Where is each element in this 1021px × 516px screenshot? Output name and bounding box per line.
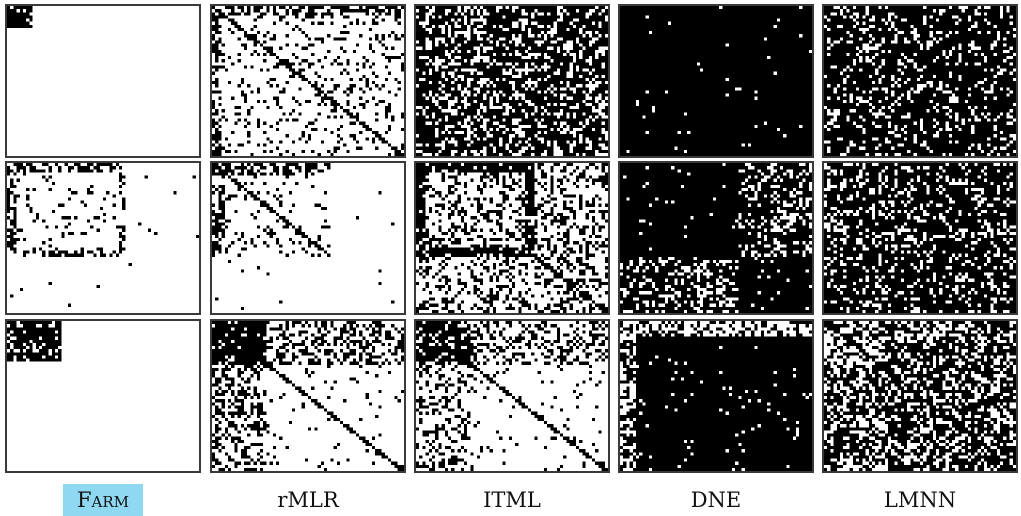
matrix-farm-row2 xyxy=(5,161,201,315)
column-label-dne: DNE xyxy=(690,488,742,512)
matrix-lmnn-row2 xyxy=(822,161,1018,315)
matrix-itml-row2 xyxy=(414,161,610,315)
matrix-rmlr-row1 xyxy=(210,4,406,158)
matrix-itml-row1 xyxy=(414,4,610,158)
column-label-rmlr: rMLR xyxy=(277,488,339,512)
column-label-lmnn: LMNN xyxy=(883,488,957,512)
matrix-dne-row2 xyxy=(618,161,814,315)
matrix-lmnn-row1 xyxy=(822,4,1018,158)
matrix-lmnn-row3 xyxy=(822,319,1018,473)
matrix-grid xyxy=(5,4,1018,473)
column-label-farm: Farm xyxy=(5,484,201,516)
matrix-rmlr-row3 xyxy=(210,319,406,473)
matrix-dne-row1 xyxy=(618,4,814,158)
column-label-farm-text: Farm xyxy=(62,484,144,516)
matrix-farm-row3 xyxy=(5,319,201,473)
matrix-dne-row3 xyxy=(618,319,814,473)
matrix-rmlr-row2 xyxy=(210,161,406,315)
column-label-itml: ITML xyxy=(483,488,541,512)
matrix-farm-row1 xyxy=(5,4,201,158)
matrix-itml-row3 xyxy=(414,319,610,473)
